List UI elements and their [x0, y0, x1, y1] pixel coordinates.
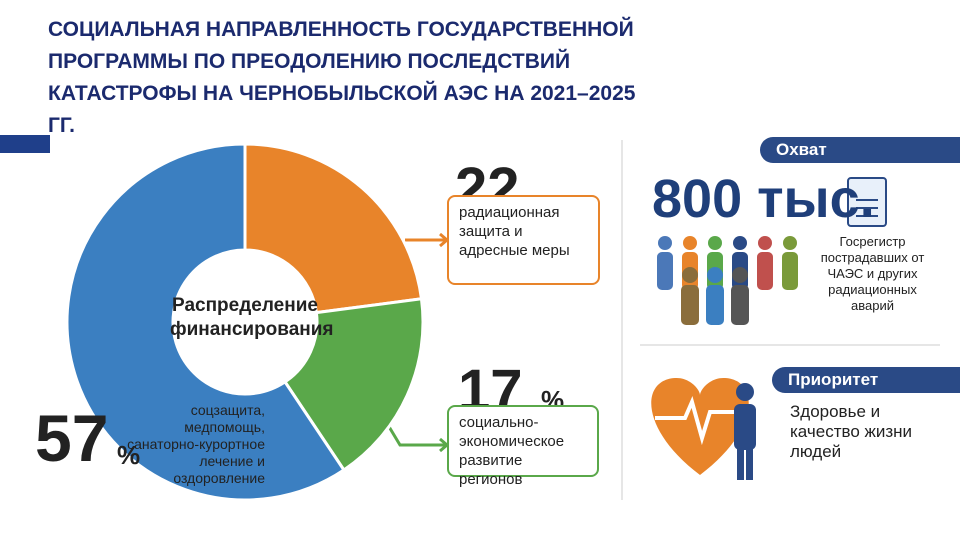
people-illustration: [657, 236, 798, 325]
value-label: 57: [35, 401, 109, 475]
priority-header: Приоритет: [772, 367, 960, 393]
category-label: радиационная защита и адресные меры: [447, 195, 600, 285]
document-icon: [847, 177, 887, 227]
unit-label: %: [117, 440, 141, 470]
accent-bar: [0, 135, 50, 153]
arrow: [405, 232, 450, 248]
donut-slice: [65, 142, 346, 502]
arrow: [383, 419, 450, 453]
category-label: социально-экономическое развитие регионо…: [447, 405, 599, 488]
donut-slice: [282, 297, 425, 473]
donut-hole: [175, 252, 315, 392]
title: СОЦИАЛЬНАЯ НАПРАВЛЕННОСТЬ ГОСУДАРСТВЕННО…: [48, 18, 636, 137]
category-label: соцзащита, медпомощь, санаторно-курортно…: [127, 402, 265, 486]
heart-icon: [651, 377, 756, 480]
donut-slice: [243, 142, 424, 315]
coverage-description: Госрегистр пострадавших от ЧАЭС и других…: [820, 234, 925, 313]
coverage-header: Охват: [760, 137, 960, 163]
priority-description: Здоровье и качество жизни людей: [790, 402, 913, 461]
coverage-value: 800 тыс.: [652, 169, 875, 229]
center-label: Распределение финансирования: [170, 295, 334, 340]
